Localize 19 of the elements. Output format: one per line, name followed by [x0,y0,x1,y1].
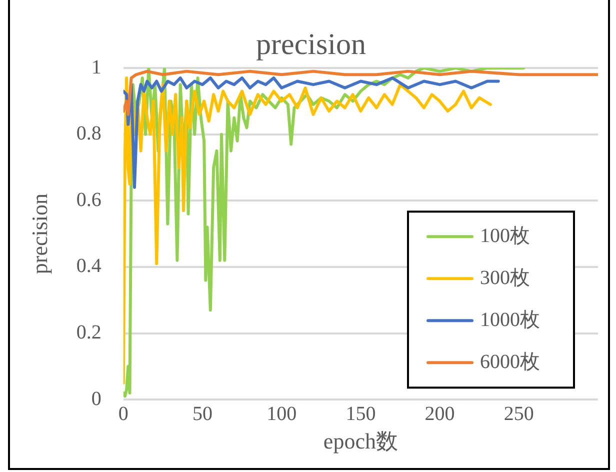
x-tick-label: 100 [266,402,297,425]
y-axis-title: precision [26,193,52,274]
x-tick-label: 250 [504,402,534,425]
y-tick-label: 1 [91,56,102,78]
x-tick-label: 150 [346,402,376,425]
x-axis-title: epoch数 [323,428,398,454]
y-tick-label: 0.2 [76,322,102,344]
legend-label: 6000枚 [480,350,540,373]
y-tick-label: 0.6 [76,188,102,211]
x-tick-label: 50 [192,402,212,425]
legend-label: 300枚 [480,266,530,289]
chart-title: precision [256,28,366,61]
y-tick-label: 0.8 [76,122,102,145]
x-tick-label: 200 [424,402,455,425]
x-tick-label: 0 [118,402,128,425]
y-tick-label: 0 [91,388,102,410]
legend-label: 1000枚 [480,308,540,331]
legend-label: 100枚 [480,224,530,247]
y-tick-label: 0.4 [76,255,102,278]
